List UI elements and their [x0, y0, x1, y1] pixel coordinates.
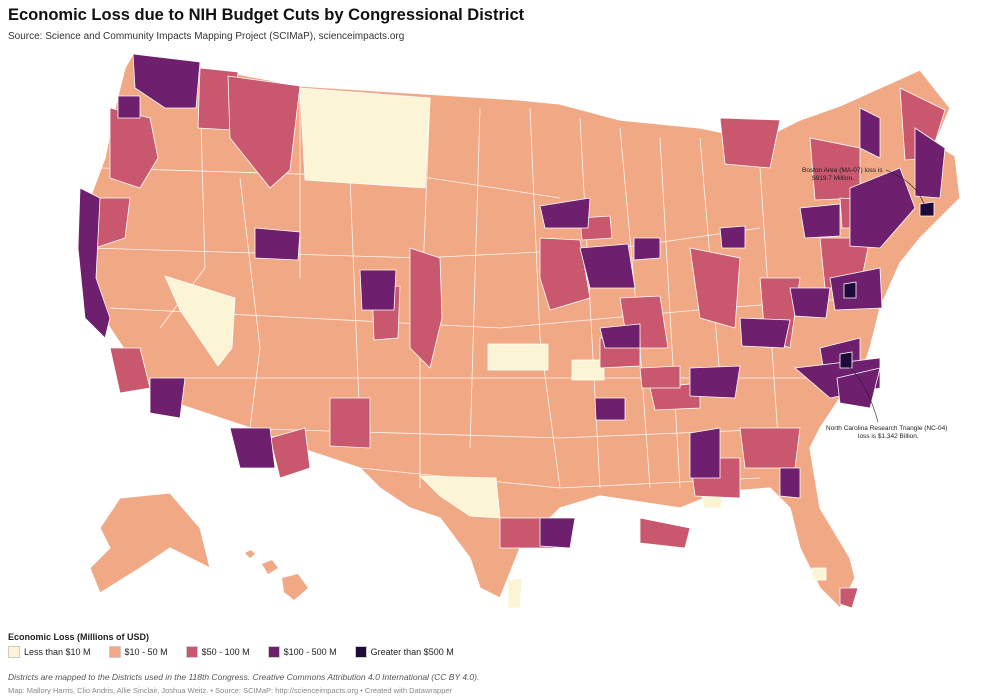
nc-annotation-line1: North Carolina Research Triangle (NC-04)	[826, 425, 947, 432]
boston-annotation-line1: Boston Area (MA-07) loss is	[802, 167, 883, 174]
legend-item-lt10: Less than $10 M	[8, 646, 91, 658]
map-subtitle: Source: Science and Community Impacts Ma…	[8, 31, 405, 42]
legend-label: Greater than $500 M	[370, 647, 454, 657]
legend-item-10-50: $10 - 50 M	[108, 646, 168, 658]
legend-swatch	[108, 646, 121, 658]
map-title: Economic Loss due to NIH Budget Cuts by …	[8, 6, 525, 24]
legend-swatch	[8, 646, 20, 658]
districts-gt500	[839, 201, 935, 369]
legend-swatch	[185, 646, 198, 658]
legend-label: $10 - 50 M	[124, 647, 168, 657]
credits: Map: Mallory Harris, Clio Andris, Allie …	[8, 686, 453, 695]
legend-label: Less than $10 M	[24, 647, 91, 657]
annotation-boston: Boston Area (MA-07) loss is $919.7 Milli…	[802, 167, 925, 205]
hawaii	[282, 574, 308, 600]
footnote: Districts are mapped to the Districts us…	[8, 672, 480, 682]
annotation-nc: North Carolina Research Triangle (NC-04)…	[826, 365, 947, 440]
legend-item-50-100: $50 - 100 M	[185, 646, 250, 658]
legend-swatch	[354, 646, 367, 658]
districts-lt10	[164, 87, 827, 609]
legend-label: $100 - 500 M	[283, 647, 337, 657]
legend-item-100-500: $100 - 500 M	[267, 646, 337, 658]
hawaii	[262, 560, 278, 574]
boston-annotation-line2: $919.7 Million.	[812, 175, 854, 182]
alaska	[89, 492, 211, 594]
legend-label: $50 - 100 M	[201, 647, 250, 657]
legend: Less than $10 M $10 - 50 M $50 - 100 M $…	[8, 646, 454, 658]
hawaii	[245, 550, 255, 558]
legend-item-gt500: Greater than $500 M	[354, 646, 454, 658]
nc-annotation-line2: loss is $1.342 Billion.	[858, 433, 919, 440]
districts-100-500	[77, 53, 946, 549]
legend-swatch	[267, 646, 280, 658]
legend-title: Economic Loss (Millions of USD)	[8, 632, 150, 642]
us-congressional-district-map: Boston Area (MA-07) loss is $919.7 Milli…	[77, 53, 961, 610]
